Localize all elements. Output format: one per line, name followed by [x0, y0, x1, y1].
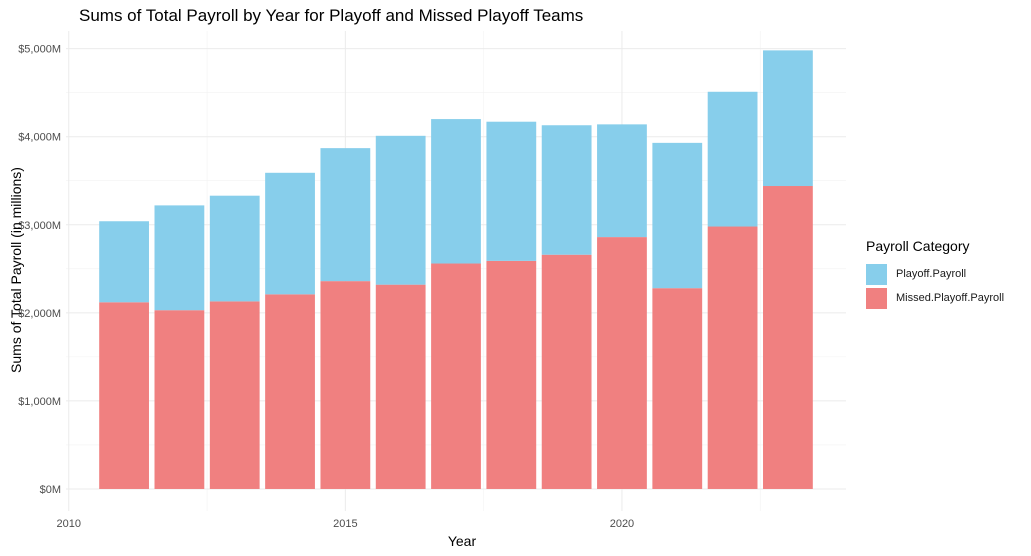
y-tick-label: $3,000M — [18, 220, 61, 232]
bar-missed-playoff-2011 — [99, 302, 149, 489]
y-tick-label: $2,000M — [18, 308, 61, 320]
y-tick-label: $4,000M — [18, 132, 61, 144]
x-tick-label: 2010 — [57, 518, 81, 530]
legend-label-playoff: Playoff.Payroll — [896, 268, 967, 280]
bar-playoff-2017 — [431, 119, 481, 264]
legend-item-missed-playoff: Missed.Playoff.Payroll — [866, 286, 1004, 310]
bar-playoff-2012 — [154, 205, 205, 311]
y-tick-label: $0M — [40, 484, 61, 496]
bar-missed-playoff-2019 — [541, 254, 592, 489]
y-tick-label: $1,000M — [18, 396, 61, 408]
legend-label-missed-playoff: Missed.Playoff.Payroll — [896, 292, 1005, 304]
bar-playoff-2011 — [99, 221, 149, 303]
legend-swatch-missed-playoff — [866, 287, 887, 309]
x-axis-title: Year — [448, 533, 477, 549]
bar-missed-playoff-2023 — [763, 186, 813, 489]
x-tick-label: 2020 — [610, 518, 634, 530]
y-tick-labels: $0M $1,000M $2,000M $3,000M $4,000M $5,000M — [18, 44, 61, 496]
legend-swatch-playoff — [866, 263, 887, 285]
x-tick-label: 2015 — [333, 518, 357, 530]
bar-playoff-2021 — [652, 142, 703, 289]
bar-playoff-2014 — [265, 172, 315, 295]
y-tick-label: $5,000M — [18, 44, 61, 56]
x-tick-labels: 2010 2015 2020 — [57, 518, 635, 530]
bar-missed-playoff-2020 — [597, 237, 647, 489]
legend-item-playoff: Playoff.Payroll — [866, 262, 1004, 286]
bars — [99, 50, 813, 489]
y-axis-title: Sums of Total Payroll (in millions) — [8, 167, 24, 373]
bar-playoff-2022 — [707, 91, 758, 227]
legend-title: Payroll Category — [866, 238, 970, 254]
bar-missed-playoff-2018 — [486, 260, 537, 489]
bar-missed-playoff-2021 — [652, 288, 703, 489]
legend: Payroll Category Playoff.Payroll Missed.… — [866, 238, 1004, 310]
bar-missed-playoff-2022 — [707, 226, 758, 489]
bar-missed-playoff-2015 — [320, 281, 371, 489]
chart-title: Sums of Total Payroll by Year for Playof… — [79, 6, 584, 25]
bar-playoff-2020 — [597, 124, 647, 238]
bar-playoff-2019 — [541, 125, 592, 255]
bar-playoff-2018 — [486, 121, 537, 261]
bar-missed-playoff-2014 — [265, 294, 315, 489]
bar-missed-playoff-2017 — [431, 263, 481, 489]
bar-missed-playoff-2012 — [154, 310, 205, 489]
bar-missed-playoff-2013 — [209, 301, 260, 489]
bar-playoff-2016 — [375, 135, 426, 285]
bar-playoff-2023 — [763, 50, 813, 187]
bar-missed-playoff-2016 — [375, 284, 426, 489]
bar-playoff-2015 — [320, 148, 371, 282]
bar-playoff-2013 — [209, 195, 260, 302]
